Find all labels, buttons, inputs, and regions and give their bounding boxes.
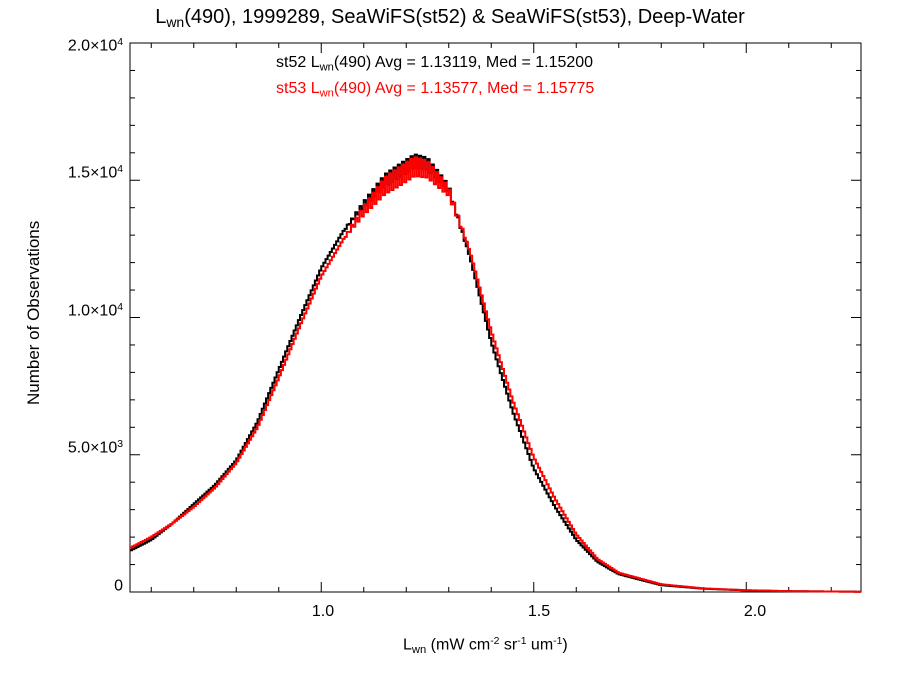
series-group <box>130 153 861 593</box>
x-tick-label: 1.0 <box>311 603 335 620</box>
y-tick-label: 5.0×103 <box>67 439 123 457</box>
x-axis-label: Lwn (mW cm-2 sr-1 um-1) <box>403 636 568 657</box>
y-tick-label: 1.0×104 <box>67 302 123 320</box>
y-tick-label: 1.5×104 <box>67 164 123 182</box>
stats-line-st52: st52 Lwn(490) Avg = 1.13119, Med = 1.152… <box>276 54 594 74</box>
axis-ticks <box>130 42 861 593</box>
series-st52 <box>130 153 861 593</box>
x-tick-label: 1.5 <box>527 603 551 620</box>
plot-frame <box>129 42 862 593</box>
stats-line-st53: st53 Lwn(490) Avg = 1.13577, Med = 1.157… <box>276 80 595 100</box>
x-tick-label: 2.0 <box>743 603 767 620</box>
chart-title: Lwn(490), 1999289, SeaWiFS(st52) & SeaWi… <box>155 6 745 31</box>
y-tick-label: 0 <box>114 577 123 595</box>
series-st53 <box>130 156 861 593</box>
y-tick-label: 2.0×104 <box>67 37 123 55</box>
